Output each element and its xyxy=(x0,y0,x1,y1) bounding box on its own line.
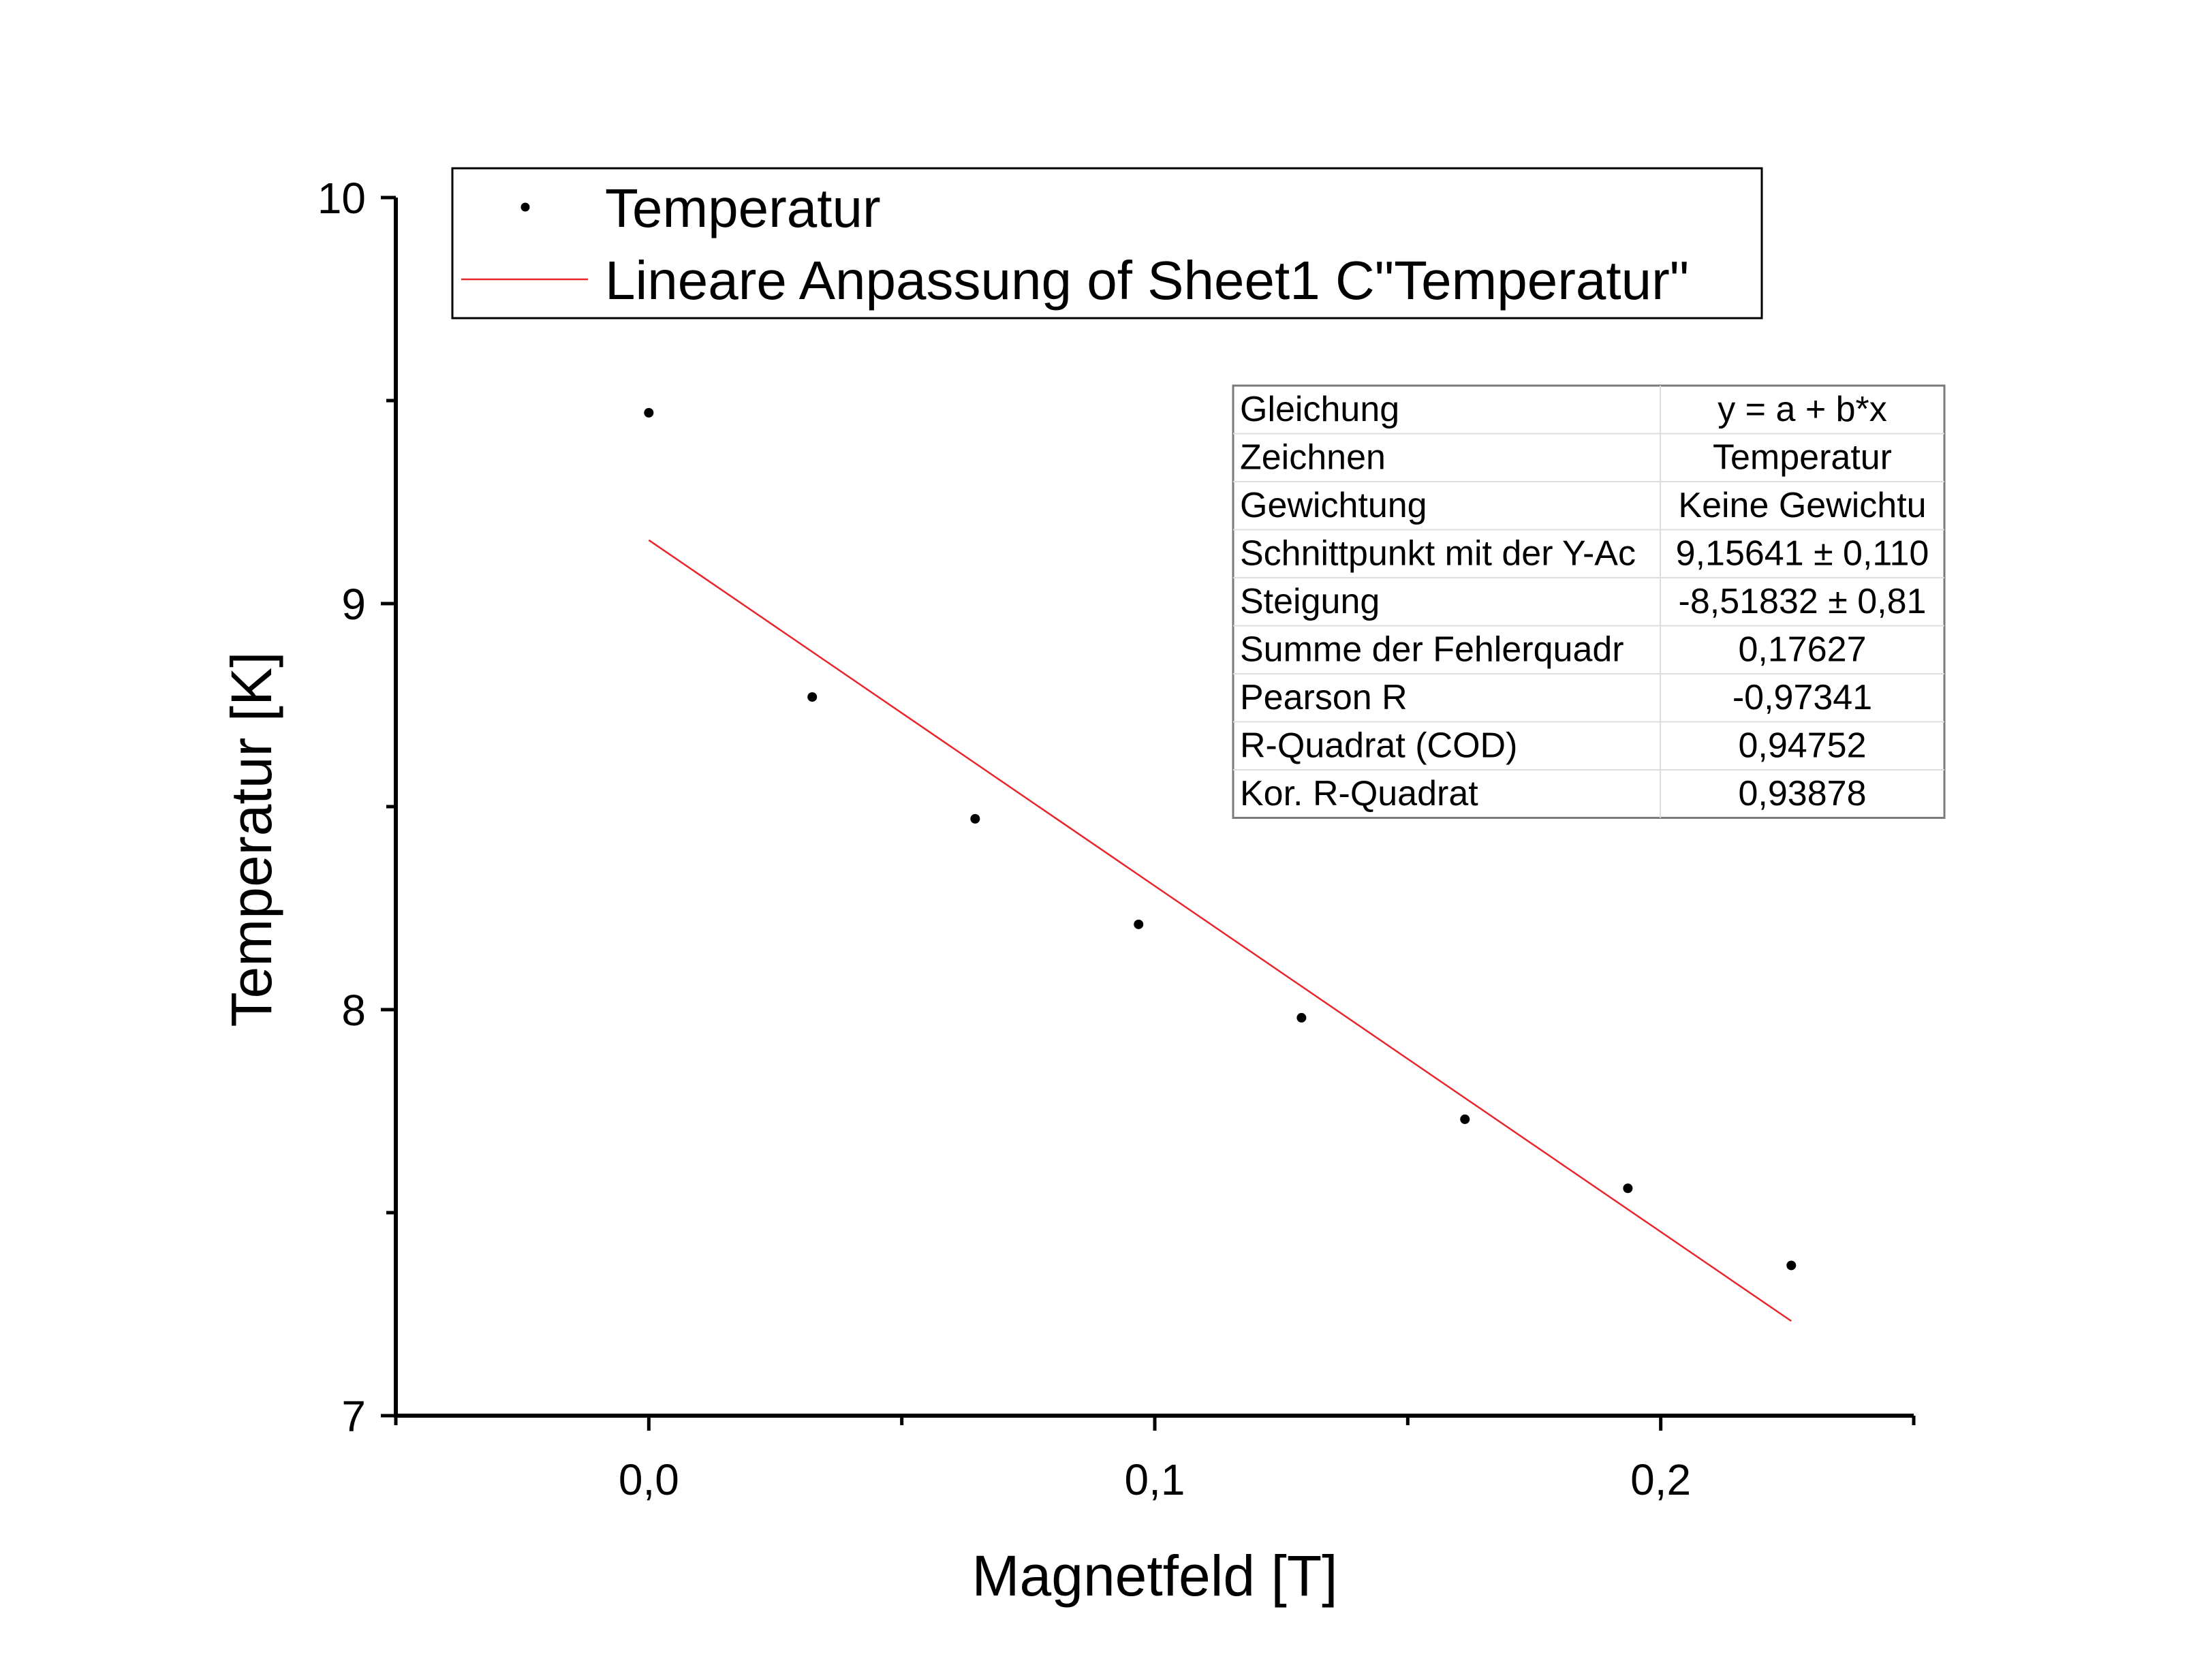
y-tick-label-2: 9 xyxy=(341,580,366,629)
x-tick-label-1: 0,1 xyxy=(1125,1455,1185,1504)
data-point-4 xyxy=(1296,1012,1307,1023)
fit-table-label-6: Pearson R xyxy=(1240,678,1408,717)
fit-table-value-8: 0,93878 xyxy=(1739,774,1867,813)
fit-table-label-2: Gewichtung xyxy=(1240,486,1427,525)
x-tick-label-0: 0,0 xyxy=(619,1455,679,1504)
fit-table-value-1: Temperatur xyxy=(1713,438,1892,478)
data-point-6 xyxy=(1623,1183,1633,1194)
legend: Temperatur Lineare Anpassung of Sheet1 C"… xyxy=(451,167,1763,320)
x-axis-title: Magnetfeld [T] xyxy=(972,1544,1338,1608)
plot-area xyxy=(644,407,1797,1322)
fit-table-value-4: -8,51832 ± 0,81 xyxy=(1679,582,1927,621)
fit-table-label-1: Zeichnen xyxy=(1240,438,1386,478)
data-point-7 xyxy=(1786,1260,1797,1271)
fit-table-value-7: 0,94752 xyxy=(1739,726,1867,766)
fit-table-label-3: Schnittpunkt mit der Y-Ac xyxy=(1240,534,1636,574)
fit-table-label-0: Gleichung xyxy=(1240,390,1399,429)
axes: 0,0 0,1 0,2 7 8 9 10 xyxy=(317,174,1916,1504)
y-tick-label-0: 7 xyxy=(341,1392,366,1441)
data-point-2 xyxy=(970,813,980,824)
y-tick-label-3: 10 xyxy=(317,174,366,223)
fit-table-value-6: -0,97341 xyxy=(1732,678,1872,717)
y-axis-title: Temperatur [K] xyxy=(219,652,283,1027)
data-point-5 xyxy=(1460,1114,1470,1124)
x-tick-label-2: 0,2 xyxy=(1630,1455,1691,1504)
fit-table-value-3: 9,15641 ± 0,110 xyxy=(1676,534,1929,574)
legend-label-0: Temperatur xyxy=(605,178,881,238)
fit-table-frame xyxy=(1232,384,1946,819)
fit-line xyxy=(648,539,1792,1322)
data-point-3 xyxy=(1134,919,1144,929)
data-point-1 xyxy=(807,692,818,702)
fit-table-label-8: Kor. R-Quadrat xyxy=(1240,774,1478,813)
fit-table-value-2: Keine Gewichtu xyxy=(1678,486,1926,525)
legend-box xyxy=(451,167,1763,320)
fit-table-label-4: Steigung xyxy=(1240,582,1380,621)
data-point-0 xyxy=(644,407,654,418)
fit-table-value-0: y = a + b*x xyxy=(1718,390,1887,429)
fit-table-label-5: Summe der Fehlerquadr xyxy=(1240,630,1624,670)
fit-table-label-7: R-Quadrat (COD) xyxy=(1240,726,1517,766)
legend-label-1: Lineare Anpassung of Sheet1 C"Temperatur… xyxy=(605,250,1689,311)
y-tick-label-1: 8 xyxy=(341,986,366,1035)
fit-table: Gleichung y = a + b*x Zeichnen Temperatur Ge… xyxy=(1232,384,1946,819)
legend-marker-0 xyxy=(520,202,530,212)
fit-table-value-5: 0,17627 xyxy=(1739,630,1867,670)
